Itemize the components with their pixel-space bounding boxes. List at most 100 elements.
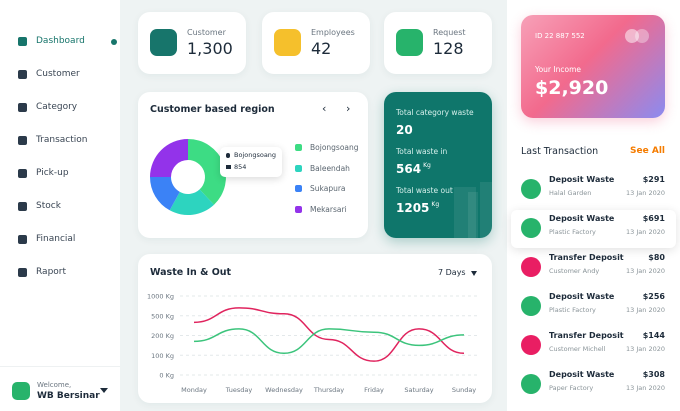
transaction-party: Halal Garden (549, 189, 592, 197)
nav-item[interactable]: Pick-up (14, 166, 114, 182)
transaction-row[interactable]: Deposit Waste Plastic Factory $691 13 Jan 2… (511, 210, 676, 248)
transaction-icon (521, 257, 541, 277)
nav-item[interactable]: Dashboard (14, 34, 117, 50)
stat-card: Customer 1,300 (138, 12, 246, 74)
nav-label: Customer (36, 69, 80, 79)
transaction-title: Deposit Waste (549, 214, 615, 223)
stat-label: Customer (187, 28, 226, 37)
legend-label: Bojongsoang (310, 143, 359, 152)
nav-item[interactable]: Transaction (14, 133, 114, 149)
nav-item[interactable]: Stock (14, 199, 114, 215)
transaction-icon (521, 335, 541, 355)
x-tick-label: Tuesday (225, 386, 253, 394)
nav-icon (18, 268, 27, 277)
x-tick-label: Saturday (404, 386, 433, 394)
y-tick-label: 0 Kg (159, 372, 174, 380)
summary-value: 1205 Kg (396, 201, 439, 215)
transaction-party: Paper Factory (549, 384, 594, 392)
x-tick-label: Monday (181, 386, 207, 394)
summary-label: Total category waste (396, 108, 474, 117)
y-tick-label: 1000 Kg (147, 293, 174, 301)
legend-swatch (295, 185, 302, 192)
nav-label: Transaction (36, 135, 88, 145)
waste-chart-title: Waste In & Out (150, 267, 232, 278)
stat-value: 1,300 (187, 39, 233, 58)
stat-value: 42 (311, 39, 332, 58)
summary-label: Total waste in (396, 147, 448, 156)
transaction-title: Deposit Waste (549, 175, 615, 184)
x-tick-label: Sunday (452, 386, 476, 394)
transaction-amount: $256 (642, 292, 665, 301)
transaction-row[interactable]: Deposit Waste Halal Garden $291 13 Jan 2020 (511, 171, 676, 209)
waste-chart-card: Waste In & Out 7 Days 0 Kg 100 Kg 200 Kg 500 … (138, 254, 492, 403)
nav-item[interactable]: Raport (14, 265, 114, 281)
legend-swatch (295, 164, 302, 172)
transaction-date: 13 Jan 2020 (626, 189, 665, 197)
nav-label: Stock (36, 201, 61, 211)
nav-item[interactable]: Financial (14, 232, 114, 248)
income-value: $2,920 (535, 77, 609, 99)
user-name: WB Bersinar (37, 391, 100, 401)
period-caret[interactable] (471, 271, 477, 276)
period-select[interactable]: 7 Days (438, 268, 466, 277)
tooltip-value: 854 (234, 163, 247, 171)
decor-bar (454, 187, 476, 238)
region-card: Customer based region ‹ › Bojongsoang 854 Boj… (138, 92, 368, 238)
tooltip-pin (226, 153, 230, 158)
donut-chart (150, 139, 226, 215)
y-tick-label: 100 Kg (151, 352, 174, 360)
stat-value: 128 (433, 39, 464, 58)
nav-label: Category (36, 102, 78, 112)
unit: Kg (431, 201, 440, 208)
donut-slice (169, 189, 215, 215)
nav-label: Financial (36, 234, 76, 244)
card-logo (625, 29, 639, 43)
transaction-row[interactable]: Deposit Waste Plastic Factory $256 13 Jan 2… (511, 288, 676, 326)
transaction-row[interactable]: Transfer Deposit Customer Michell $144 13 J… (511, 327, 676, 365)
transaction-title: Deposit Waste (549, 292, 615, 301)
stat-icon (274, 29, 301, 56)
nav-label: Pick-up (36, 168, 69, 178)
prev-arrow[interactable]: ‹ (322, 102, 327, 115)
nav-icon (18, 103, 27, 112)
nav-icon (18, 169, 27, 178)
nav-icon (18, 235, 27, 244)
nav-icon (18, 136, 27, 145)
donut-tooltip: Bojongsoang 854 (220, 147, 282, 177)
next-arrow[interactable]: › (346, 102, 351, 115)
transaction-row[interactable]: Deposit Waste Paper Factory $308 13 Jan 202… (511, 366, 676, 404)
transaction-amount: $691 (642, 214, 665, 223)
region-title: Customer based region (150, 104, 275, 115)
legend-label: Sukapura (310, 184, 346, 193)
stat-icon (396, 29, 423, 56)
user-icon (12, 382, 30, 400)
stat-label: Request (433, 28, 466, 37)
transaction-title: Deposit Waste (549, 370, 615, 379)
decor-bar (468, 192, 478, 238)
transaction-icon (521, 218, 541, 238)
legend-label: Mekarsari (310, 204, 347, 214)
nav-item[interactable]: Category (14, 100, 114, 116)
nav-icon (18, 202, 27, 211)
transaction-party: Customer Michell (549, 345, 606, 353)
transaction-icon (521, 296, 541, 316)
transaction-amount: $80 (648, 253, 665, 262)
active-dot (111, 39, 117, 45)
x-tick-label: Friday (364, 386, 384, 394)
transaction-amount: $144 (642, 331, 665, 340)
transaction-date: 13 Jan 2020 (626, 267, 665, 275)
see-all-link[interactable]: See All (630, 146, 665, 156)
stat-card: Employees 42 (262, 12, 370, 74)
nav-label: Raport (36, 267, 67, 277)
user-menu-caret[interactable] (100, 388, 108, 393)
tooltip-label: Bojongsoang (234, 151, 277, 159)
x-tick-label: Thursday (313, 386, 344, 394)
donut-slice (150, 139, 188, 177)
user-greeting: Welcome, (37, 381, 72, 389)
value: 1205 (396, 201, 430, 215)
nav-item[interactable]: Customer (14, 67, 114, 83)
transaction-row[interactable]: Transfer Deposit Customer Andy $80 13 Jan 2… (511, 249, 676, 287)
transaction-title: Transfer Deposit (549, 253, 624, 262)
